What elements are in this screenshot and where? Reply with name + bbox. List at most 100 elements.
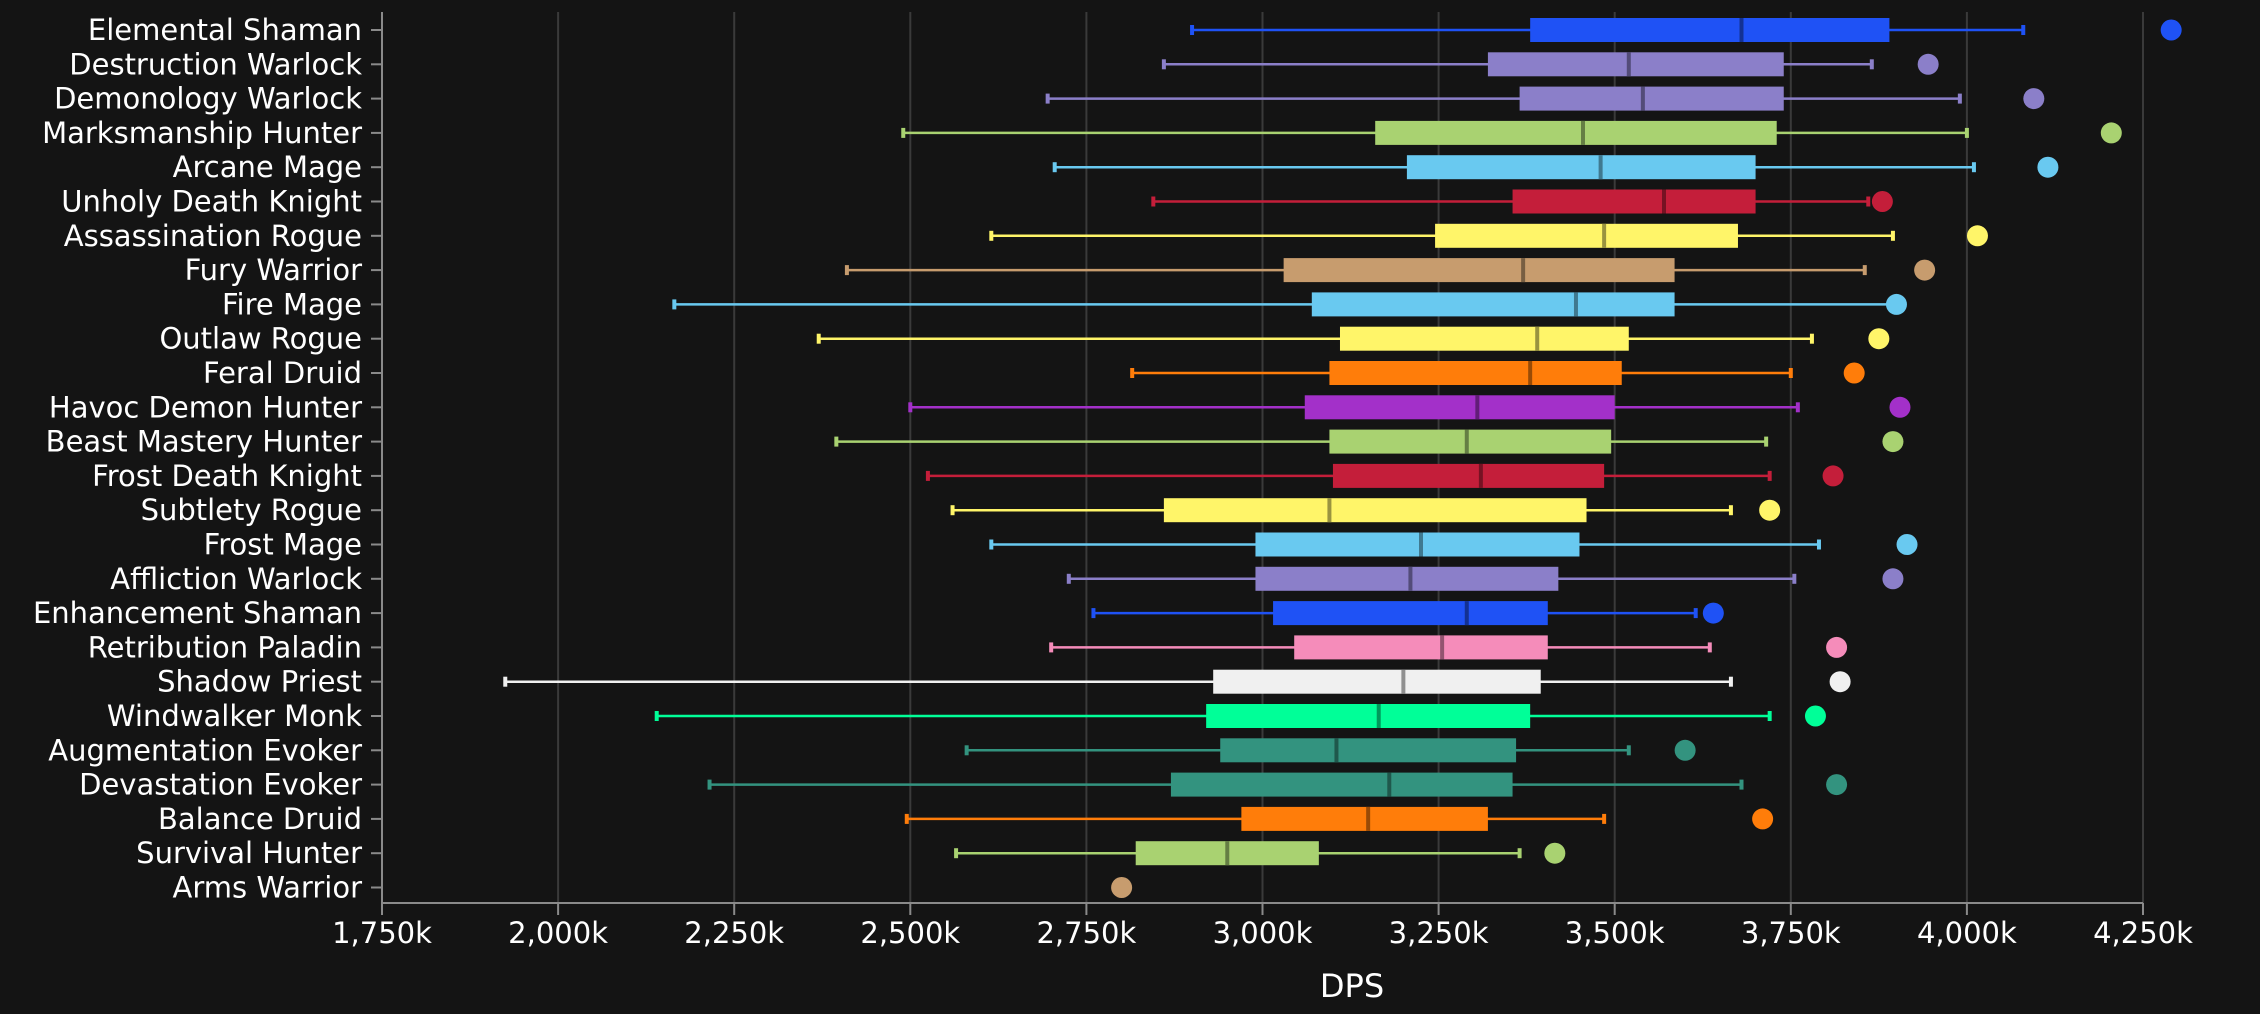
outlier-point (1826, 774, 1848, 796)
x-axis: 1,750k 2,000k 2,250k 2,500k 2,750k 3,000k 3,25… (332, 902, 2193, 950)
iqr-box (1241, 806, 1488, 831)
iqr-box (1406, 155, 1756, 180)
iqr-box (1311, 292, 1675, 317)
x-axis-title: DPS (1320, 967, 1384, 1005)
box-row (707, 772, 1848, 797)
box-row (1161, 52, 1939, 77)
box-row (989, 532, 1918, 557)
category-label: Augmentation Evoker (48, 733, 362, 767)
gridlines (557, 12, 2144, 903)
iqr-box (1255, 532, 1580, 557)
outlier-point (1111, 877, 1133, 898)
box-row (1111, 877, 1133, 898)
outlier-point (1674, 739, 1696, 761)
iqr-box (1329, 361, 1622, 385)
category-label: Unholy Death Knight (61, 185, 362, 219)
outlier-point (1804, 705, 1826, 727)
box-row (1151, 189, 1893, 214)
iqr-box (1170, 772, 1513, 797)
category-label: Subtlety Rogue (141, 493, 362, 527)
box-row (901, 120, 2122, 145)
iqr-box (1213, 669, 1541, 694)
category-label: Fire Mage (222, 287, 362, 321)
box-row (503, 669, 1851, 694)
category-label: Survival Hunter (136, 836, 362, 870)
box-row (925, 463, 1844, 488)
iqr-box (1220, 738, 1517, 763)
outlier-point (1826, 636, 1848, 658)
box-row (1130, 361, 1865, 385)
category-label: Retribution Paladin (88, 630, 362, 664)
outlier-point (1896, 534, 1918, 555)
outlier-point (1759, 499, 1781, 521)
category-label: Shadow Priest (157, 665, 362, 699)
box-row (672, 292, 1907, 317)
iqr-box (1294, 635, 1548, 660)
box-row (1052, 155, 2059, 180)
x-tick-label: 4,000k (1917, 916, 2017, 950)
iqr-box (1519, 86, 1784, 111)
outlier-point (1829, 671, 1851, 693)
category-label: Elemental Shaman (88, 13, 362, 47)
outlier-point (1917, 53, 1939, 75)
category-label: Havoc Demon Hunter (49, 390, 362, 424)
outlier-point (1871, 191, 1893, 212)
category-label: Windwalker Monk (107, 699, 362, 733)
outlier-point (1882, 568, 1904, 590)
outlier-point (1882, 431, 1904, 453)
outlier-point (1702, 602, 1724, 624)
category-label: Affliction Warlock (110, 562, 362, 596)
box-row (844, 258, 1936, 283)
iqr-box (1487, 52, 1784, 77)
outlier-point (2100, 122, 2122, 144)
outlier-point (1885, 293, 1907, 315)
iqr-box (1206, 704, 1531, 728)
x-tick-label: 2,500k (860, 916, 960, 950)
iqr-box (1512, 189, 1756, 214)
category-label: Devastation Evoker (79, 768, 362, 802)
iqr-box (1530, 18, 1890, 42)
category-label: Demonology Warlock (54, 82, 362, 116)
x-tick-label: 2,000k (508, 916, 608, 950)
outlier-point (1868, 328, 1890, 350)
box-row (950, 498, 1781, 523)
box-row (908, 395, 1911, 420)
iqr-box (1339, 326, 1629, 351)
box-row (964, 738, 1696, 763)
category-label: Assassination Rogue (64, 219, 362, 253)
box-row (834, 429, 1904, 454)
x-tick-label: 2,750k (1036, 916, 1136, 950)
outlier-point (2023, 88, 2045, 110)
x-tick-label: 3,000k (1213, 916, 1313, 950)
outlier-point (2160, 19, 2182, 41)
category-label: Enhancement Shaman (33, 596, 362, 630)
outlier-point (1822, 465, 1844, 487)
outlier-point (1889, 396, 1911, 418)
box-row (904, 806, 1774, 831)
x-tick-label: 3,750k (1741, 916, 1841, 950)
box-row (1091, 601, 1724, 626)
x-tick-label: 3,500k (1565, 916, 1665, 950)
iqr-box (1273, 601, 1548, 626)
iqr-box (1283, 258, 1675, 283)
category-label: Arcane Mage (173, 150, 362, 184)
box-series (503, 18, 2182, 898)
iqr-box (1375, 120, 1777, 145)
outlier-point (1843, 362, 1865, 384)
category-label: Beast Mastery Hunter (46, 425, 362, 459)
x-tick-label: 3,250k (1389, 916, 1489, 950)
iqr-box (1255, 566, 1559, 591)
x-tick-label: 4,250k (2093, 916, 2193, 950)
outlier-point (2037, 156, 2059, 178)
box-row (1190, 18, 2182, 42)
box-row (816, 326, 1890, 351)
category-label: Marksmanship Hunter (42, 116, 362, 150)
outlier-point (1914, 259, 1936, 281)
category-label: Feral Druid (203, 356, 362, 390)
outlier-point (1752, 808, 1774, 830)
iqr-box (1332, 463, 1605, 488)
category-label: Arms Warrior (173, 871, 363, 905)
